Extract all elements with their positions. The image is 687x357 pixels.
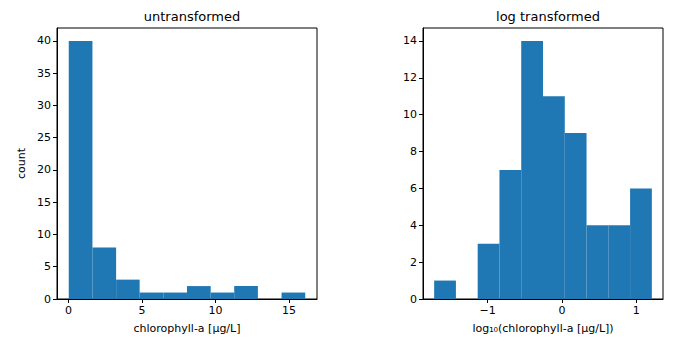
svg-text:35: 35: [37, 67, 51, 80]
svg-text:log transformed: log transformed: [496, 9, 600, 24]
svg-text:0: 0: [558, 304, 565, 317]
svg-text:6: 6: [410, 182, 417, 195]
svg-text:25: 25: [37, 131, 51, 144]
svg-text:chlorophyll-a [μg/L]: chlorophyll-a [μg/L]: [134, 322, 241, 335]
svg-text:15: 15: [282, 304, 296, 317]
svg-text:5: 5: [139, 304, 146, 317]
svg-text:5: 5: [44, 260, 51, 273]
svg-text:14: 14: [403, 34, 417, 47]
svg-text:untransformed: untransformed: [144, 9, 240, 24]
svg-text:0: 0: [410, 293, 417, 306]
svg-text:1: 1: [633, 304, 640, 317]
svg-text:30: 30: [37, 99, 51, 112]
svg-text:count: count: [15, 147, 28, 179]
svg-text:10: 10: [209, 304, 223, 317]
svg-text:20: 20: [37, 163, 51, 176]
svg-text:12: 12: [403, 71, 417, 84]
svg-text:log₁₀(chlorophyll-a [μg/L]): log₁₀(chlorophyll-a [μg/L]): [472, 322, 613, 335]
svg-text:40: 40: [37, 34, 51, 47]
svg-text:−1: −1: [480, 304, 496, 317]
svg-text:8: 8: [410, 145, 417, 158]
svg-text:4: 4: [410, 219, 417, 232]
svg-text:10: 10: [403, 108, 417, 121]
svg-text:0: 0: [44, 293, 51, 306]
svg-text:0: 0: [65, 304, 72, 317]
svg-text:2: 2: [410, 256, 417, 269]
svg-text:15: 15: [37, 196, 51, 209]
svg-text:10: 10: [37, 228, 51, 241]
